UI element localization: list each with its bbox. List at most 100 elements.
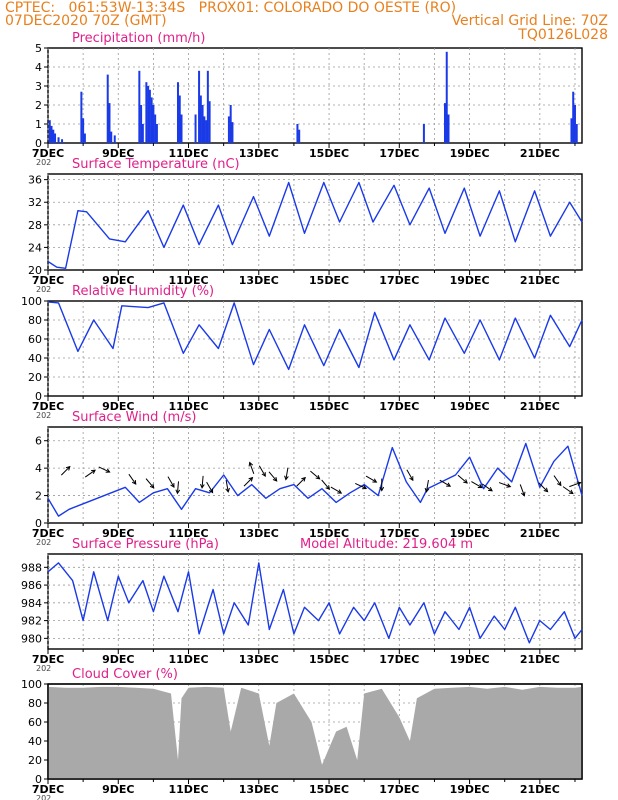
wind-arrow-head bbox=[488, 486, 493, 492]
precip-ytick-label: 5 bbox=[35, 42, 42, 55]
precip-bar bbox=[61, 139, 64, 143]
wind-arrow-shaft bbox=[457, 474, 468, 484]
wind-arrow-head bbox=[337, 489, 343, 494]
precip-bar bbox=[138, 70, 141, 143]
wind-arrow-shaft bbox=[98, 466, 110, 473]
rh-year-label: 202 bbox=[36, 411, 51, 420]
precip-bar bbox=[155, 124, 158, 143]
precip-bar bbox=[52, 129, 55, 143]
wind-arrow-head bbox=[65, 465, 71, 471]
temp-title: Surface Temperature (nC) bbox=[72, 157, 240, 172]
precip-bar bbox=[108, 103, 111, 143]
pres-xtick-label: 13DEC bbox=[239, 653, 279, 666]
cloud-ytick-label: 40 bbox=[28, 735, 42, 748]
wind-ytick-label: 2 bbox=[35, 490, 42, 503]
wind-arrow-head bbox=[520, 491, 526, 497]
wind-arrow-shaft bbox=[243, 477, 253, 487]
pres-ytick-label: 984 bbox=[21, 597, 42, 610]
wind-arrow bbox=[225, 479, 230, 493]
rh-xtick-label: 11DEC bbox=[169, 400, 209, 413]
precip-bar bbox=[57, 137, 60, 143]
wind-arrow bbox=[321, 479, 331, 490]
wind-arrow-shaft bbox=[471, 481, 483, 489]
pres-xtick-label: 19DEC bbox=[450, 653, 490, 666]
wind-arrow bbox=[248, 461, 255, 474]
wind-arrow-head bbox=[131, 479, 137, 485]
pres-xtick-label: 11DEC bbox=[169, 653, 209, 666]
temp-ytick-label: 28 bbox=[28, 219, 42, 232]
temp-ytick-label: 24 bbox=[28, 241, 42, 254]
wind-arrow-head bbox=[199, 483, 205, 489]
precip-bar bbox=[298, 129, 301, 143]
rh-xtick-label: 7DEC bbox=[32, 400, 64, 413]
wind-arrow bbox=[167, 476, 175, 488]
wind-xtick-label: 17DEC bbox=[379, 527, 419, 540]
wind-arrow bbox=[330, 486, 343, 494]
precip-bar bbox=[199, 95, 202, 143]
wind-arrow-shaft bbox=[330, 486, 342, 494]
wind-ytick-label: 0 bbox=[35, 517, 42, 530]
wind-arrow-shaft bbox=[268, 471, 278, 482]
wind-arrow-head bbox=[208, 488, 214, 494]
pres-ytick-label: 988 bbox=[21, 561, 42, 574]
temp-xtick-label: 7DEC bbox=[32, 274, 64, 287]
wind-arrow bbox=[498, 482, 512, 488]
wind-arrow-shaft bbox=[439, 479, 451, 487]
wind-frame bbox=[47, 426, 583, 524]
wind-arrow-head bbox=[576, 481, 582, 486]
pres-ytick-label: 986 bbox=[21, 579, 42, 592]
wind-xtick-label: 11DEC bbox=[169, 527, 209, 540]
cloud-area bbox=[48, 686, 582, 779]
wind-arrow-shaft bbox=[145, 478, 155, 489]
wind-arrow bbox=[296, 476, 306, 487]
precip-bar bbox=[150, 97, 153, 143]
pres-year-label: 202 bbox=[36, 664, 51, 673]
wind-arrow-head bbox=[91, 469, 96, 474]
wind-ytick-label: 6 bbox=[35, 435, 42, 448]
precip-bar bbox=[176, 82, 179, 143]
rh-xtick-label: 15DEC bbox=[309, 400, 349, 413]
cloud-xtick-label: 13DEC bbox=[239, 783, 279, 796]
wind-xtick-label: 13DEC bbox=[239, 527, 279, 540]
rh-line bbox=[47, 301, 583, 371]
wind-ytick-label: 4 bbox=[35, 462, 42, 475]
cloud-title: Cloud Cover (%) bbox=[72, 667, 178, 682]
precip-bar bbox=[447, 114, 450, 143]
wind-arrow-head bbox=[301, 476, 306, 482]
precip-bar bbox=[106, 74, 109, 143]
wind-arrow bbox=[439, 479, 452, 487]
precip-xtick-label: 15DEC bbox=[309, 147, 349, 160]
wind-arrow-head bbox=[175, 489, 181, 495]
precip-bar bbox=[50, 125, 53, 143]
wind-arrow bbox=[406, 469, 414, 482]
cloud-ytick-label: 100 bbox=[21, 678, 42, 691]
wind-arrow-shaft bbox=[310, 470, 320, 480]
wind-arrow bbox=[481, 483, 493, 492]
precip-bar bbox=[180, 114, 183, 143]
cloud-xtick-label: 11DEC bbox=[169, 783, 209, 796]
wind-arrow-head bbox=[284, 475, 289, 481]
temp-xtick-label: 9DEC bbox=[102, 274, 134, 287]
temp-xtick-label: 11DEC bbox=[169, 274, 209, 287]
wind-arrow bbox=[60, 465, 71, 476]
cloud-ytick-label: 60 bbox=[28, 716, 42, 729]
wind-arrow bbox=[84, 469, 96, 478]
precip-bar bbox=[83, 133, 86, 143]
wind-arrow bbox=[284, 467, 289, 481]
wind-arrow bbox=[538, 482, 549, 493]
wind-xtick-label: 15DEC bbox=[309, 527, 349, 540]
precip-bar bbox=[201, 105, 204, 143]
precip-year-label: 202 bbox=[36, 158, 51, 167]
precip-bar bbox=[573, 105, 576, 143]
wind-arrow-head bbox=[557, 481, 562, 487]
precip-bar bbox=[203, 116, 206, 143]
temp-ytick-label: 36 bbox=[28, 174, 42, 187]
wind-arrow-shaft bbox=[498, 482, 511, 488]
header-date: 07DEC2020 70Z (GMT) bbox=[5, 13, 167, 29]
wind-arrow-shaft bbox=[481, 483, 493, 492]
wind-arrow-head bbox=[568, 489, 574, 495]
wind-arrow bbox=[519, 484, 526, 497]
rh-ytick-label: 60 bbox=[28, 333, 42, 346]
precip-bar bbox=[140, 105, 143, 143]
wind-arrow-shaft bbox=[538, 482, 548, 492]
